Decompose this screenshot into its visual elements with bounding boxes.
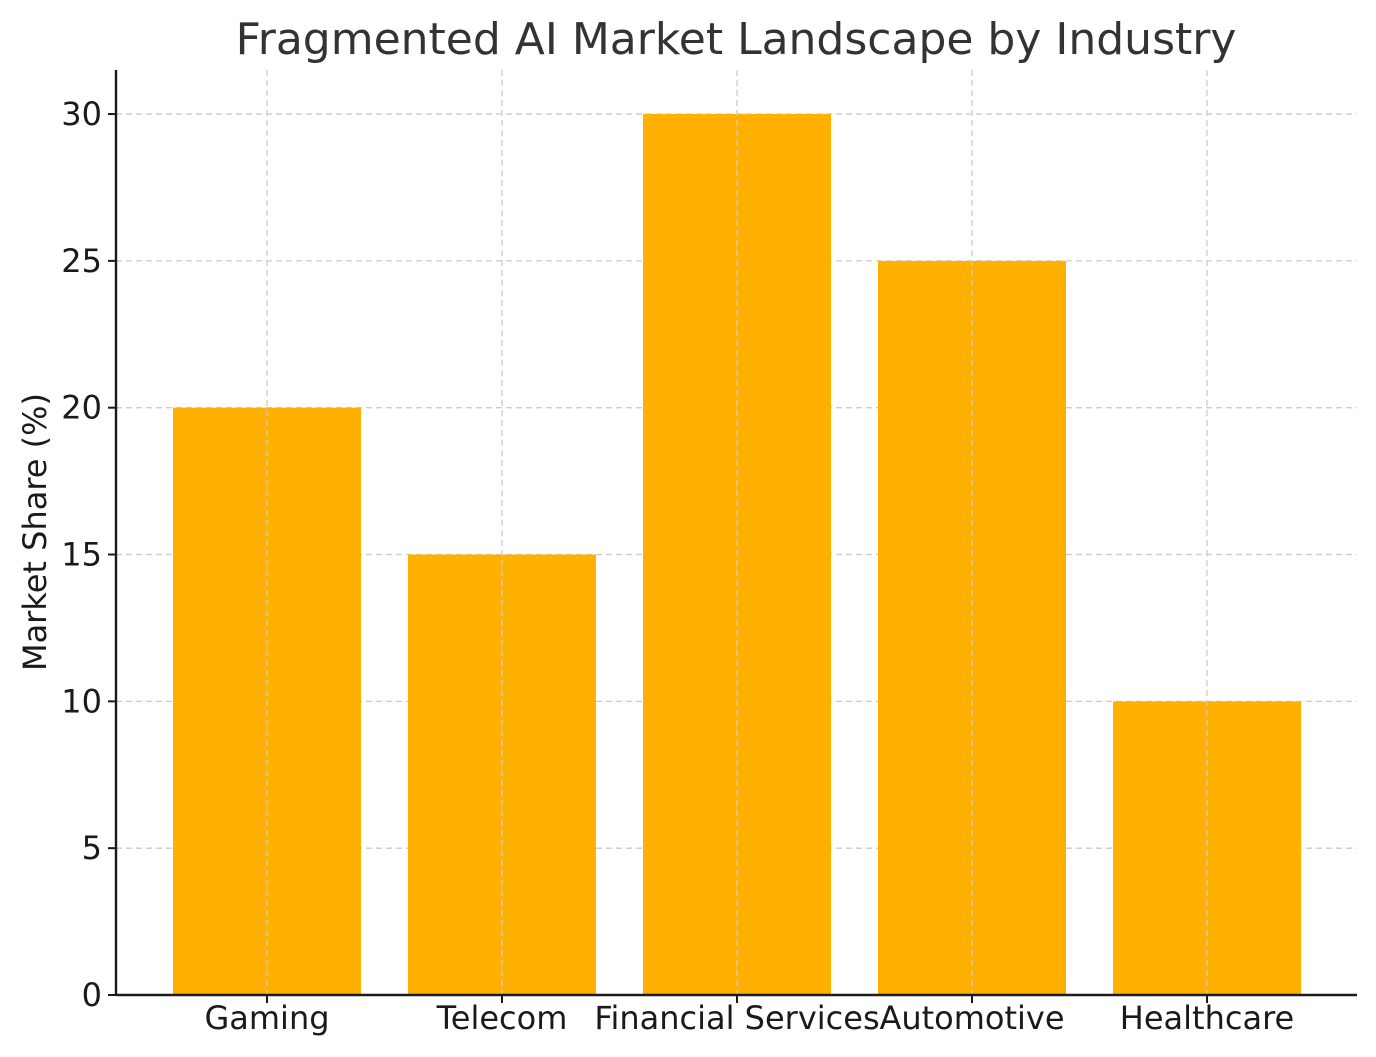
y-tick-label: 30 — [61, 95, 102, 133]
x-tick-label: Healthcare — [1120, 999, 1294, 1037]
y-tick-label: 5 — [82, 829, 102, 867]
x-tick-label: Telecom — [436, 999, 568, 1037]
x-axis-ticks: Gaming Telecom Financial Services Automotiv… — [204, 995, 1294, 1037]
y-axis-label: Market Share (%) — [16, 393, 54, 671]
y-tick-label: 20 — [61, 389, 102, 427]
x-tick-label: Automotive — [879, 999, 1064, 1037]
y-tick-label: 0 — [82, 976, 102, 1014]
y-tick-label: 25 — [61, 242, 102, 280]
x-tick-label: Financial Services — [594, 999, 879, 1037]
chart-title: Fragmented AI Market Landscape by Indust… — [236, 14, 1237, 65]
x-tick-label: Gaming — [204, 999, 329, 1037]
grid-lines-overlay — [266, 70, 1208, 995]
y-tick-label: 10 — [61, 682, 102, 720]
y-axis-ticks: 0 5 10 15 20 25 30 — [61, 95, 116, 1014]
y-tick-label: 15 — [61, 536, 102, 574]
